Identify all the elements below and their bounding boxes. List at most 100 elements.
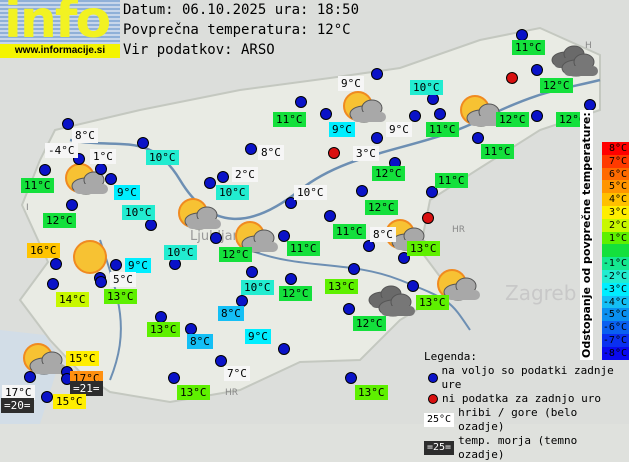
- station-temperature-label: 1°C: [90, 149, 116, 164]
- sea-temperature-label: =20=: [1, 398, 34, 413]
- country-label-hr-south: HR: [225, 388, 238, 398]
- station-dot[interactable]: [95, 276, 107, 288]
- station-temperature-label: 15°C: [53, 394, 86, 409]
- station-dot[interactable]: [24, 371, 36, 383]
- station-dot[interactable]: [145, 219, 157, 231]
- logo[interactable]: info www.informacije.si: [0, 0, 120, 58]
- station-dot[interactable]: [217, 171, 229, 183]
- scale-step: 5°C: [602, 180, 629, 194]
- station-dot[interactable]: [320, 108, 332, 120]
- station-temperature-label: 2°C: [232, 167, 258, 182]
- station-temperature-label: 9°C: [338, 76, 364, 91]
- station-dot-missing[interactable]: [328, 147, 340, 159]
- legend-sea: temp. morja (temno ozadje): [458, 434, 578, 461]
- station-dot[interactable]: [62, 118, 74, 130]
- station-dot[interactable]: [137, 137, 149, 149]
- station-temperature-label: 11°C: [333, 224, 366, 239]
- station-dot[interactable]: [39, 164, 51, 176]
- slovenia-map: Ljubljana Zagreb HR HR I H: [0, 26, 601, 424]
- station-dot[interactable]: [210, 232, 222, 244]
- station-dot-missing[interactable]: [422, 212, 434, 224]
- station-dot[interactable]: [245, 143, 257, 155]
- station-temperature-label: 11°C: [512, 40, 545, 55]
- station-temperature-label: 12°C: [540, 78, 573, 93]
- station-dot[interactable]: [407, 280, 419, 292]
- station-dot[interactable]: [41, 391, 53, 403]
- station-temperature-label: 13°C: [325, 279, 358, 294]
- partly-cloudy-icon: [455, 92, 505, 136]
- scale-step: -7°C: [602, 333, 629, 347]
- legend-missing: ni podatka za zadnjo uro: [442, 392, 601, 405]
- station-temperature-label: 13°C: [407, 241, 440, 256]
- station-dot[interactable]: [278, 343, 290, 355]
- scale-step: -8°C: [602, 346, 629, 360]
- station-temperature-label: 12°C: [279, 286, 312, 301]
- station-temperature-label: 5°C: [110, 272, 136, 287]
- station-temperature-label: 9°C: [329, 122, 355, 137]
- scale-step: -6°C: [602, 321, 629, 334]
- legend-sea-sample: =25=: [424, 441, 455, 455]
- station-temperature-label: 14°C: [56, 292, 89, 307]
- station-temperature-label: 8°C: [72, 128, 98, 143]
- station-dot[interactable]: [168, 372, 180, 384]
- station-temperature-label: 10°C: [241, 280, 274, 295]
- date-line: Datum: 06.10.2025 ura: 18:50: [123, 2, 360, 18]
- station-dot[interactable]: [434, 108, 446, 120]
- scale-step: -2°C: [602, 269, 629, 283]
- station-dot[interactable]: [345, 372, 357, 384]
- station-dot[interactable]: [324, 210, 336, 222]
- station-dot[interactable]: [285, 197, 297, 209]
- country-label-it: I: [26, 203, 29, 213]
- station-dot[interactable]: [295, 96, 307, 108]
- station-dot[interactable]: [246, 266, 258, 278]
- station-dot[interactable]: [204, 177, 216, 189]
- legend-mountain-sample: 25°C: [424, 413, 455, 427]
- station-temperature-label: 8°C: [258, 145, 284, 160]
- station-dot[interactable]: [371, 68, 383, 80]
- station-dot[interactable]: [285, 273, 297, 285]
- station-dot[interactable]: [110, 259, 122, 271]
- station-temperature-label: 16°C: [27, 243, 60, 258]
- station-dot[interactable]: [472, 132, 484, 144]
- station-dot[interactable]: [426, 186, 438, 198]
- station-temperature-label: 9°C: [245, 329, 271, 344]
- station-dot[interactable]: [105, 173, 117, 185]
- station-temperature-label: 10°C: [294, 185, 327, 200]
- station-temperature-label: 12°C: [372, 166, 405, 181]
- station-dot[interactable]: [348, 263, 360, 275]
- station-temperature-label: 13°C: [355, 385, 388, 400]
- avg-temp-line: Povprečna temperatura: 12°C: [123, 22, 351, 38]
- station-dot[interactable]: [278, 230, 290, 242]
- station-dot[interactable]: [356, 185, 368, 197]
- station-dot[interactable]: [50, 258, 62, 270]
- station-dot[interactable]: [343, 303, 355, 315]
- station-temperature-label: 9°C: [125, 258, 151, 273]
- source-line: Vir podatkov: ARSO: [123, 42, 275, 58]
- station-dot[interactable]: [584, 99, 596, 111]
- station-temperature-label: 9°C: [114, 185, 140, 200]
- sea-temperature-label: =21=: [70, 381, 103, 396]
- station-dot[interactable]: [531, 110, 543, 122]
- cloudy-icon: [548, 42, 598, 86]
- city-label-zagreb: Zagreb: [505, 281, 576, 305]
- scale-step: 3°C: [602, 205, 629, 219]
- station-dot[interactable]: [215, 355, 227, 367]
- station-dot[interactable]: [409, 110, 421, 122]
- scale-step: -1°C: [602, 257, 629, 270]
- station-dot[interactable]: [47, 278, 59, 290]
- legend-blue-dot-icon: [428, 373, 438, 383]
- station-temperature-label: 10°C: [164, 245, 197, 260]
- station-temperature-label: 11°C: [426, 122, 459, 137]
- station-dot[interactable]: [66, 199, 78, 211]
- scale-step: 2°C: [602, 218, 629, 232]
- logo-url[interactable]: www.informacije.si: [0, 44, 120, 58]
- station-dot[interactable]: [531, 64, 543, 76]
- station-dot[interactable]: [95, 163, 107, 175]
- legend-mountain: hribi / gore (belo ozadje): [458, 406, 578, 433]
- legend: Legenda: na voljo so podatki zadnje ure …: [424, 350, 629, 462]
- station-temperature-label: 8°C: [370, 227, 396, 242]
- station-dot[interactable]: [371, 132, 383, 144]
- station-temperature-label: 13°C: [147, 322, 180, 337]
- station-dot[interactable]: [363, 240, 375, 252]
- station-dot-missing[interactable]: [506, 72, 518, 84]
